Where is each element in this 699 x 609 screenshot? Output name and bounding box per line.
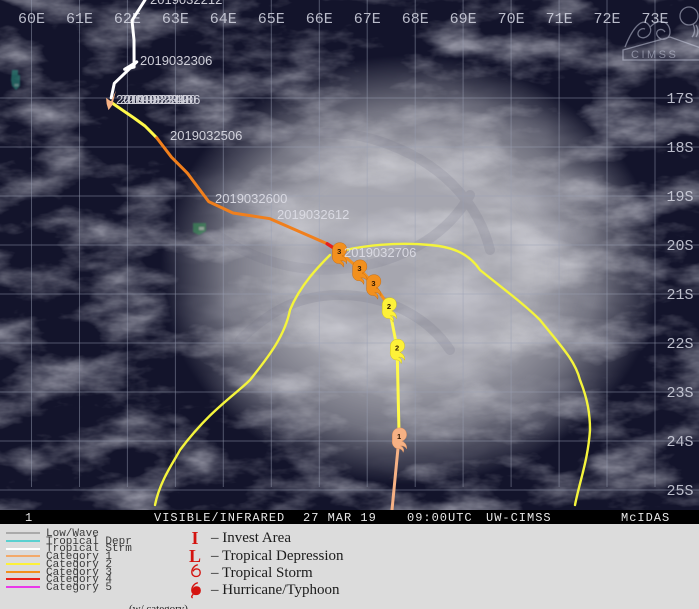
svg-text:2019032212: 2019032212 bbox=[150, 0, 222, 7]
svg-text:2019032306: 2019032306 bbox=[140, 53, 212, 68]
svg-text:70E: 70E bbox=[498, 11, 525, 28]
svg-text:67E: 67E bbox=[354, 11, 381, 28]
svg-text:3: 3 bbox=[371, 279, 375, 288]
svg-text:2019032406: 2019032406 bbox=[128, 92, 200, 107]
svg-text:25S: 25S bbox=[666, 483, 693, 500]
svg-text:60E: 60E bbox=[18, 11, 45, 28]
svg-text:17S: 17S bbox=[666, 91, 693, 108]
svg-text:73E: 73E bbox=[641, 11, 668, 28]
svg-text:2019032506: 2019032506 bbox=[170, 128, 242, 143]
svg-text:2: 2 bbox=[387, 302, 391, 311]
svg-text:72E: 72E bbox=[593, 11, 620, 28]
svg-text:19S: 19S bbox=[666, 189, 693, 206]
svg-text:20S: 20S bbox=[666, 238, 693, 255]
svg-text:65E: 65E bbox=[258, 11, 285, 28]
svg-text:21S: 21S bbox=[666, 287, 693, 304]
svg-text:CIMSS: CIMSS bbox=[631, 49, 678, 61]
svg-text:71E: 71E bbox=[546, 11, 573, 28]
svg-text:61E: 61E bbox=[66, 11, 93, 28]
svg-text:64E: 64E bbox=[210, 11, 237, 28]
svg-text:69E: 69E bbox=[450, 11, 477, 28]
svg-text:22S: 22S bbox=[666, 336, 693, 353]
svg-text:1: 1 bbox=[397, 432, 401, 441]
svg-text:3: 3 bbox=[357, 264, 361, 273]
svg-text:3: 3 bbox=[337, 247, 341, 256]
svg-text:2019032706: 2019032706 bbox=[344, 245, 416, 260]
svg-text:66E: 66E bbox=[306, 11, 333, 28]
svg-text:63E: 63E bbox=[162, 11, 189, 28]
svg-text:68E: 68E bbox=[402, 11, 429, 28]
svg-text:24S: 24S bbox=[666, 434, 693, 451]
svg-text:23S: 23S bbox=[666, 385, 693, 402]
svg-text:2: 2 bbox=[395, 343, 399, 352]
svg-text:2019032600: 2019032600 bbox=[215, 191, 287, 206]
svg-text:18S: 18S bbox=[666, 140, 693, 157]
svg-text:2019032612: 2019032612 bbox=[277, 207, 349, 222]
